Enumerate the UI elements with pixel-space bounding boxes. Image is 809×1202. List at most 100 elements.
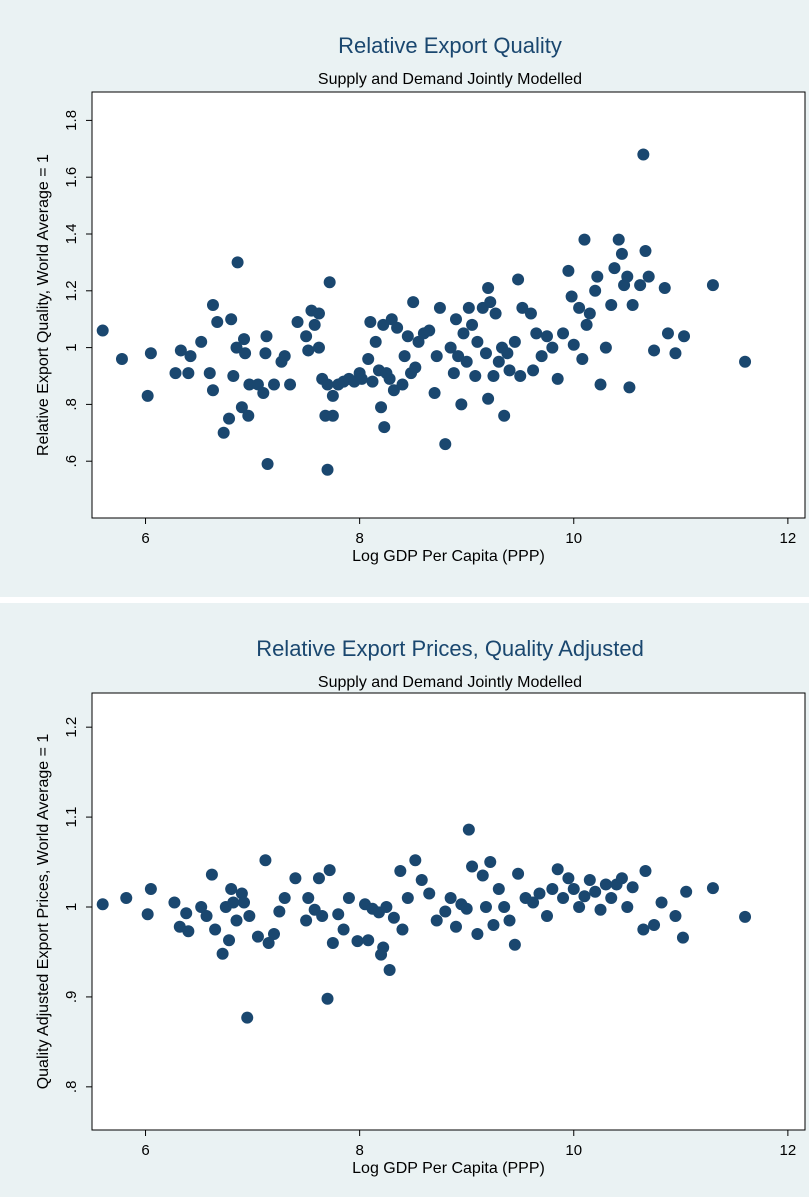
scatter-point — [351, 935, 364, 948]
scatter-point — [498, 409, 511, 422]
scatter-point — [141, 389, 154, 402]
scatter-point — [706, 882, 719, 895]
scatter-point — [225, 883, 238, 896]
x-tick-label: 10 — [565, 530, 582, 547]
scatter-point — [634, 279, 647, 292]
scatter-point — [225, 313, 238, 326]
scatter-point — [578, 890, 591, 903]
scatter-point — [259, 854, 272, 867]
scatter-point — [235, 401, 248, 414]
y-tick-label: 1.8 — [63, 110, 80, 131]
scatter-point — [706, 279, 719, 292]
scatter-point — [576, 352, 589, 365]
scatter-point — [96, 898, 109, 911]
scatter-point — [380, 901, 393, 914]
scatter-point — [415, 874, 428, 887]
scatter-point — [230, 914, 243, 927]
scatter-point — [267, 378, 280, 391]
scatter-point — [211, 316, 224, 329]
y-tick-label: 1.6 — [63, 167, 80, 188]
scatter-point — [278, 350, 291, 363]
scatter-point — [169, 367, 182, 380]
scatter-point — [261, 458, 274, 471]
scatter-point — [267, 927, 280, 940]
scatter-point — [469, 370, 482, 382]
scatter-point — [580, 318, 593, 331]
scatter-point — [326, 409, 339, 422]
scatter-point — [565, 290, 578, 303]
scatter-point — [492, 883, 505, 896]
scatter-point — [391, 321, 404, 334]
y-tick-label: .9 — [63, 991, 80, 1004]
scatter-point — [503, 364, 516, 377]
scatter-point — [312, 307, 325, 320]
scatter-point — [323, 276, 336, 289]
scatter-point — [377, 941, 390, 954]
scatter-point — [669, 347, 682, 360]
scatter-point — [308, 318, 321, 331]
scatter-point — [206, 299, 219, 311]
scatter-point — [96, 324, 109, 337]
scatter-point — [168, 896, 181, 909]
scatter-point — [642, 270, 655, 283]
scatter-point — [227, 370, 240, 382]
scatter-point — [578, 233, 591, 246]
scatter-point — [144, 347, 157, 360]
y-tick-label: 1 — [63, 343, 80, 351]
x-tick-label: 6 — [141, 530, 149, 547]
scatter-point — [243, 378, 256, 391]
scatter-point — [482, 392, 495, 405]
scatter-point — [455, 398, 468, 411]
scatter-point — [678, 330, 691, 343]
scatter-point — [594, 378, 607, 391]
y-tick-label: 1.4 — [63, 224, 80, 245]
scatter-point — [501, 347, 514, 360]
scatter-point — [530, 327, 543, 340]
scatter-point — [238, 896, 251, 909]
y-axis-label: Relative Export Quality, World Average =… — [35, 154, 52, 456]
x-tick-label: 8 — [355, 530, 363, 547]
scatter-point — [648, 344, 661, 357]
scatter-point — [487, 918, 500, 931]
scatter-point — [599, 878, 612, 891]
scatter-point — [498, 901, 511, 914]
x-axis-label: Log GDP Per Capita (PPP) — [352, 548, 545, 565]
scatter-point — [639, 245, 652, 258]
scatter-point — [462, 823, 475, 836]
scatter-point — [583, 874, 596, 887]
scatter-point — [449, 313, 462, 326]
scatter-point — [512, 273, 525, 286]
y-tick-label: 1 — [63, 903, 80, 911]
scatter-point — [599, 341, 612, 354]
scatter-point — [658, 281, 671, 294]
scatter-point — [262, 936, 275, 949]
scatter-point — [182, 367, 195, 380]
scatter-point — [342, 892, 355, 905]
scatter-point — [291, 316, 304, 329]
scatter-point — [321, 378, 334, 391]
scatter-point — [452, 350, 465, 363]
scatter-point — [289, 872, 302, 885]
scatter-point — [423, 887, 436, 900]
scatter-point — [608, 262, 621, 275]
scatter-point — [583, 307, 596, 320]
scatter-point — [516, 301, 529, 314]
scatter-point — [567, 338, 580, 351]
scatter-point — [300, 914, 313, 927]
scatter-point — [739, 355, 752, 368]
scatter-point — [428, 387, 441, 400]
scatter-point — [540, 330, 553, 343]
scatter-point — [227, 896, 240, 909]
scatter-point — [562, 264, 575, 277]
scatter-point — [573, 901, 586, 914]
scatter-point — [444, 341, 457, 354]
scatter-point — [594, 903, 607, 916]
scatter-point — [355, 372, 368, 385]
scatter-point — [251, 930, 264, 943]
scatter-point — [444, 892, 457, 905]
scatter-point — [540, 909, 553, 922]
x-axis-label: Log GDP Per Capita (PPP) — [352, 1160, 545, 1177]
scatter-point — [433, 301, 446, 314]
scatter-point — [362, 934, 375, 947]
scatter-point — [508, 335, 521, 348]
